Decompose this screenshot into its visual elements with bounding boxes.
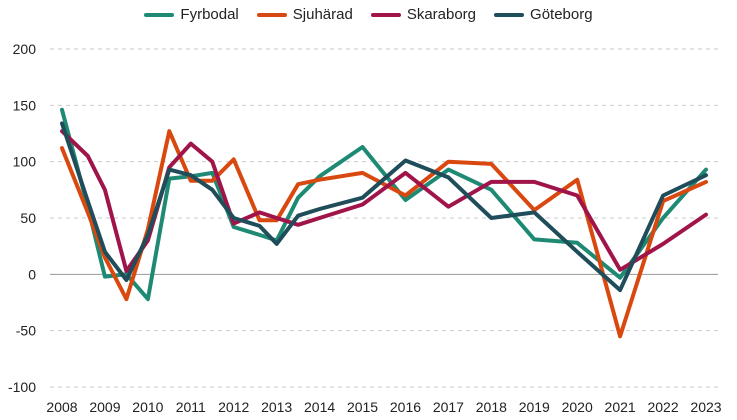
x-tick-label: 2011	[176, 399, 206, 415]
y-tick-label: -100	[8, 379, 36, 395]
x-tick-label: 2013	[261, 399, 292, 415]
series-line-fyrbodal	[60, 107, 708, 302]
legend-swatch-goteborg	[494, 12, 525, 17]
x-tick-label: 2008	[46, 399, 77, 415]
legend-label-sjuharad: Sjuhärad	[292, 6, 353, 23]
x-tick-label: 2023	[690, 399, 721, 415]
x-tick-label: 2020	[562, 399, 593, 415]
x-tick-label: 2019	[519, 399, 550, 415]
legend-label-skaraborg: Skaraborg	[406, 6, 477, 23]
x-tick-label: 2012	[218, 399, 249, 415]
x-axis-ticks: 2008 2009 2010 2011 2012 2013 2014 2015 2016 2017…	[46, 399, 721, 415]
legend-label-fyrbodal: Fyrbodal	[180, 6, 239, 23]
x-tick-label: 2017	[433, 399, 464, 415]
y-tick-label: 0	[28, 266, 36, 282]
x-tick-label: 2014	[304, 399, 335, 415]
legend: Fyrbodal Sjuhärad Skaraborg Göteborg	[0, 6, 737, 23]
y-axis-ticks: -100 -50 0 50 100 150 200	[8, 41, 36, 395]
y-tick-label: -50	[16, 323, 36, 339]
y-tick-label: 50	[20, 210, 36, 226]
legend-item-fyrbodal: Fyrbodal	[144, 6, 239, 23]
series-line-sjuhrad	[60, 129, 708, 339]
series-layer	[60, 107, 708, 339]
series-line-gteborg	[60, 121, 708, 293]
legend-item-goteborg: Göteborg	[494, 6, 593, 23]
x-tick-label: 2021	[605, 399, 636, 415]
x-tick-label: 2022	[647, 399, 678, 415]
legend-item-sjuharad: Sjuhärad	[256, 6, 353, 23]
x-tick-label: 2015	[347, 399, 378, 415]
legend-swatch-sjuharad	[256, 12, 287, 17]
x-tick-label: 2018	[476, 399, 507, 415]
x-tick-label: 2016	[390, 399, 421, 415]
y-tick-label: 200	[13, 41, 37, 57]
x-tick-label: 2009	[89, 399, 120, 415]
y-tick-label: 150	[13, 97, 37, 113]
legend-swatch-skaraborg	[370, 12, 401, 17]
grid-layer	[50, 48, 718, 388]
legend-item-skaraborg: Skaraborg	[370, 6, 477, 23]
x-tick-label: 2010	[132, 399, 163, 415]
legend-swatch-fyrbodal	[144, 12, 175, 17]
y-tick-label: 100	[13, 154, 37, 170]
legend-label-goteborg: Göteborg	[530, 6, 593, 23]
